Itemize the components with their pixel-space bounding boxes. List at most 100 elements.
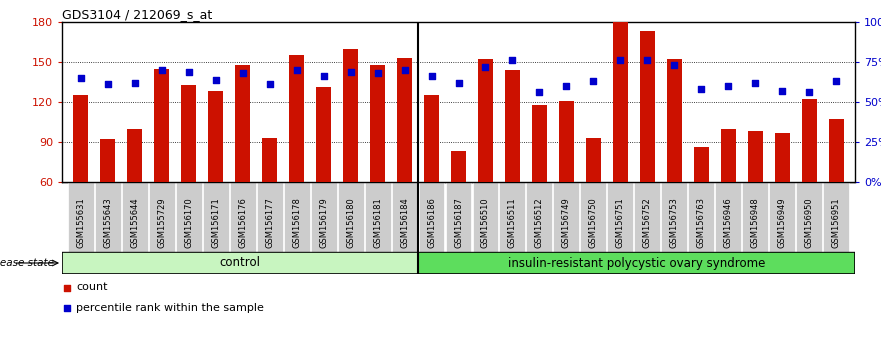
Text: percentile rank within the sample: percentile rank within the sample (77, 303, 264, 313)
Text: GSM156749: GSM156749 (562, 198, 571, 249)
Point (236, 70, 250, 76)
Bar (532, 105, 547, 182)
Text: GSM156511: GSM156511 (508, 198, 517, 249)
Bar (128, 129, 142, 182)
Point (128, 80, 142, 86)
Bar (149, 182, 174, 252)
Point (559, 83, 574, 89)
Bar (311, 182, 337, 252)
Bar (748, 131, 763, 182)
Bar (451, 151, 466, 182)
Point (451, 80, 465, 86)
Bar (418, 252, 855, 274)
Bar (613, 22, 628, 182)
Bar (721, 129, 736, 182)
Bar (581, 182, 606, 252)
Bar (667, 59, 682, 182)
Point (344, 69, 358, 74)
Bar (478, 59, 492, 182)
Text: GSM155643: GSM155643 (103, 198, 113, 249)
Point (775, 88, 789, 93)
Text: GSM155644: GSM155644 (130, 198, 139, 249)
Bar (418, 182, 445, 252)
Text: GSM156187: GSM156187 (454, 198, 463, 249)
Bar (176, 182, 202, 252)
Bar (68, 182, 94, 252)
Text: GSM156948: GSM156948 (751, 198, 759, 249)
Bar (796, 182, 822, 252)
Bar (365, 182, 390, 252)
Bar (527, 182, 552, 252)
Bar (446, 182, 471, 252)
Text: GSM156753: GSM156753 (670, 198, 678, 249)
Bar (397, 58, 412, 182)
Text: GSM156763: GSM156763 (697, 198, 706, 249)
Bar (662, 182, 687, 252)
Bar (688, 182, 714, 252)
Point (587, 78, 601, 84)
Bar (256, 182, 283, 252)
Bar (774, 133, 789, 182)
Point (155, 67, 169, 73)
Bar (640, 32, 655, 182)
Point (694, 86, 708, 92)
Bar (607, 182, 633, 252)
Text: insulin-resistant polycystic ovary syndrome: insulin-resistant polycystic ovary syndr… (507, 257, 766, 269)
Bar (424, 95, 439, 182)
Point (60, 285, 74, 290)
Bar (284, 182, 309, 252)
Text: GSM156176: GSM156176 (238, 198, 248, 249)
Bar (715, 182, 741, 252)
Text: count: count (77, 282, 107, 292)
Bar (235, 65, 250, 182)
Bar (73, 95, 88, 182)
Bar (505, 70, 520, 182)
Point (506, 58, 520, 63)
Bar (500, 182, 525, 252)
Point (290, 67, 304, 73)
Point (397, 67, 411, 73)
Bar (392, 182, 418, 252)
Bar (694, 147, 708, 182)
Text: GSM156751: GSM156751 (616, 198, 625, 249)
Text: GSM156171: GSM156171 (211, 198, 220, 249)
Bar (634, 182, 660, 252)
Bar (559, 101, 574, 182)
Bar (823, 182, 849, 252)
Bar (263, 138, 278, 182)
Point (209, 77, 223, 82)
Text: GSM156950: GSM156950 (804, 198, 814, 249)
Text: GSM156946: GSM156946 (723, 198, 733, 249)
Point (371, 70, 385, 76)
Bar (553, 182, 580, 252)
Text: GSM156177: GSM156177 (265, 198, 274, 249)
Point (100, 81, 115, 87)
Point (60, 305, 74, 310)
Bar (743, 182, 768, 252)
Bar (203, 182, 229, 252)
Bar (586, 138, 601, 182)
Bar (95, 182, 121, 252)
Point (425, 74, 439, 79)
Text: GSM155631: GSM155631 (77, 198, 85, 249)
Bar (122, 182, 148, 252)
Bar (316, 87, 331, 182)
Bar (802, 99, 817, 182)
Point (316, 74, 330, 79)
Bar (154, 69, 169, 182)
Bar (289, 55, 304, 182)
Point (829, 78, 843, 84)
Text: GSM156181: GSM156181 (373, 198, 382, 249)
Text: GSM155729: GSM155729 (158, 198, 167, 249)
Point (802, 90, 816, 95)
Text: disease state: disease state (0, 258, 57, 268)
Point (74, 75, 88, 81)
Bar (344, 48, 358, 182)
Point (613, 58, 627, 63)
Point (532, 90, 546, 95)
Text: GSM156949: GSM156949 (778, 198, 787, 249)
Point (640, 58, 655, 63)
Text: GSM156951: GSM156951 (832, 198, 840, 249)
Point (181, 69, 196, 74)
Bar (181, 85, 196, 182)
